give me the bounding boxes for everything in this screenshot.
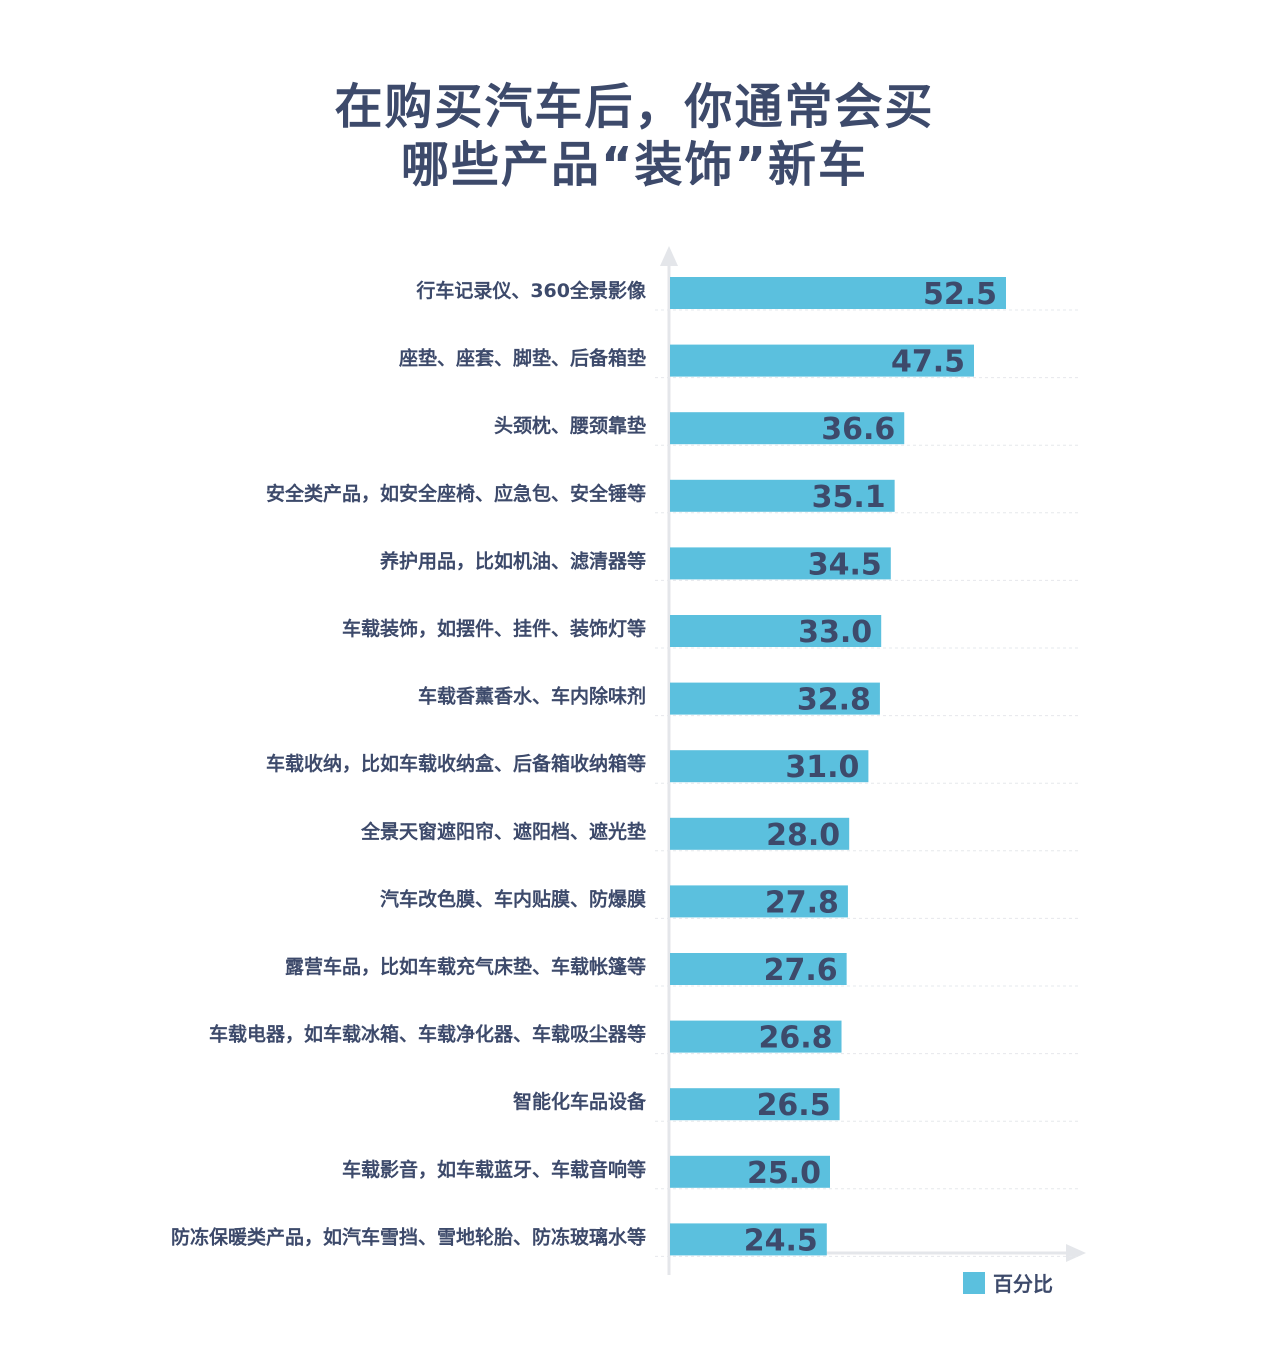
bar-value-label: 24.5 bbox=[744, 1223, 818, 1258]
bar bbox=[670, 885, 848, 918]
category-label: 车载电器，如车载冰箱、车载净化器、车载吸尘器等 bbox=[209, 1023, 646, 1046]
category-label: 汽车改色膜、车内贴膜、防爆膜 bbox=[380, 887, 646, 910]
category-label: 养护用品，比如机油、滤清器等 bbox=[379, 549, 646, 572]
category-label: 安全类产品，如安全座椅、应急包、安全锤等 bbox=[266, 482, 646, 505]
bar bbox=[670, 817, 850, 850]
y-axis-arrow bbox=[660, 246, 678, 266]
category-label: 防冻保暖类产品，如汽车雪挡、雪地轮胎、防冻玻璃水等 bbox=[171, 1225, 646, 1248]
category-label: 智能化车品设备 bbox=[513, 1090, 647, 1113]
category-label: 车载收纳，比如车载收纳盒、后备箱收纳箱等 bbox=[266, 752, 646, 775]
bar-value-label: 36.6 bbox=[821, 412, 895, 447]
category-label: 车载影音，如车载蓝牙、车载音响等 bbox=[342, 1158, 646, 1181]
category-label: 车载装饰，如摆件、挂件、装饰灯等 bbox=[342, 617, 646, 640]
bar bbox=[670, 1223, 827, 1256]
bar-value-label: 52.5 bbox=[923, 277, 997, 312]
bar-value-label: 26.8 bbox=[758, 1021, 832, 1056]
legend-label: 百分比 bbox=[993, 1272, 1053, 1296]
bar bbox=[670, 344, 974, 377]
chart-title: 在购买汽车后，你通常会买 哪些产品“装饰”新车 bbox=[0, 78, 1269, 194]
category-label: 头颈枕、腰颈靠垫 bbox=[494, 414, 646, 437]
bar-value-label: 47.5 bbox=[891, 345, 965, 380]
bar-value-label: 32.8 bbox=[797, 683, 871, 718]
bar-value-label: 33.0 bbox=[798, 615, 872, 650]
category-label: 全景天窗遮阳帘、遮阳档、遮光垫 bbox=[360, 820, 646, 843]
category-label: 露营车品，比如车载充气床垫、车载帐篷等 bbox=[285, 955, 646, 978]
category-label: 座垫、座套、脚垫、后备箱垫 bbox=[399, 347, 646, 370]
bar bbox=[670, 750, 869, 783]
chart-legend: 百分比 bbox=[963, 1268, 1053, 1297]
legend-swatch bbox=[963, 1271, 985, 1294]
bar-value-label: 25.0 bbox=[747, 1156, 821, 1191]
bar bbox=[670, 412, 905, 445]
category-label: 车载香薰香水、车内除味剂 bbox=[418, 685, 646, 708]
bar-value-label: 31.0 bbox=[785, 750, 859, 785]
bar-value-label: 26.5 bbox=[757, 1088, 831, 1123]
bar bbox=[670, 1020, 842, 1053]
bar bbox=[670, 1155, 830, 1188]
bar-value-label: 28.0 bbox=[766, 818, 840, 853]
chart-title-line-1: 在购买汽车后，你通常会买 bbox=[334, 79, 935, 135]
bar bbox=[670, 479, 895, 512]
bar bbox=[670, 953, 847, 985]
x-axis-arrow bbox=[1066, 1244, 1086, 1262]
bar-value-label: 35.1 bbox=[812, 480, 886, 515]
bar bbox=[670, 682, 880, 715]
chart-title-line-2: 哪些产品“装饰”新车 bbox=[400, 137, 869, 193]
bar-value-label: 27.6 bbox=[764, 953, 838, 988]
bar-value-label: 27.8 bbox=[765, 885, 839, 920]
category-label: 行车记录仪、360全景影像 bbox=[415, 279, 647, 302]
bar bbox=[670, 277, 1006, 309]
bar bbox=[670, 615, 882, 647]
bar-value-label: 34.5 bbox=[808, 547, 882, 582]
bar bbox=[670, 1088, 840, 1121]
bar bbox=[670, 547, 891, 580]
